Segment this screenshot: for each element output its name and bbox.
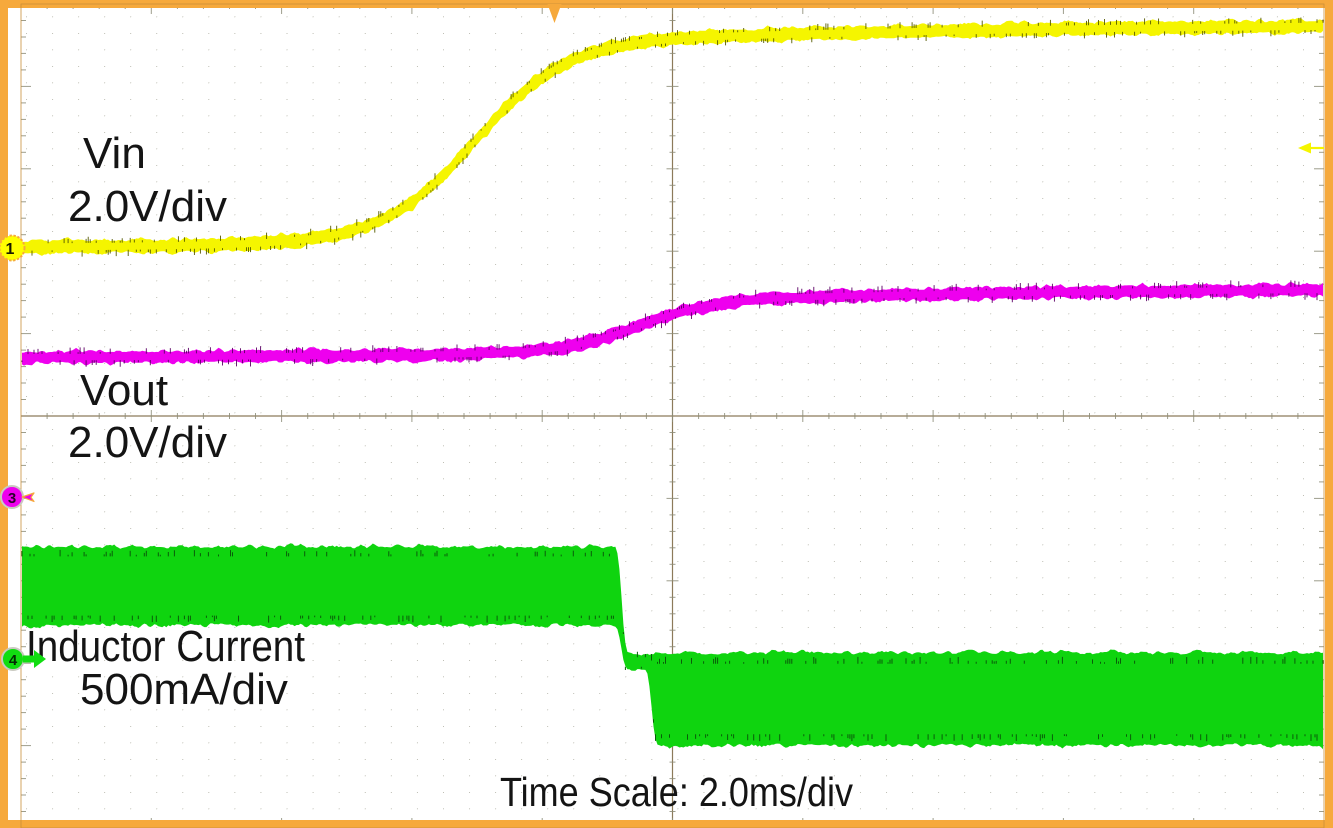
svg-text:Time Scale: 2.0ms/div: Time Scale: 2.0ms/div [500, 769, 853, 815]
svg-text:3: 3 [8, 490, 16, 507]
svg-text:4: 4 [9, 652, 18, 669]
svg-text:2.0V/div: 2.0V/div [68, 418, 227, 467]
svg-text:500mA/div: 500mA/div [80, 665, 288, 714]
svg-text:2.0V/div: 2.0V/div [68, 182, 227, 231]
svg-text:Inductor Current: Inductor Current [26, 622, 305, 671]
svg-text:Vin: Vin [83, 129, 146, 178]
svg-text:1: 1 [6, 241, 15, 258]
svg-text:Vout: Vout [80, 366, 168, 415]
